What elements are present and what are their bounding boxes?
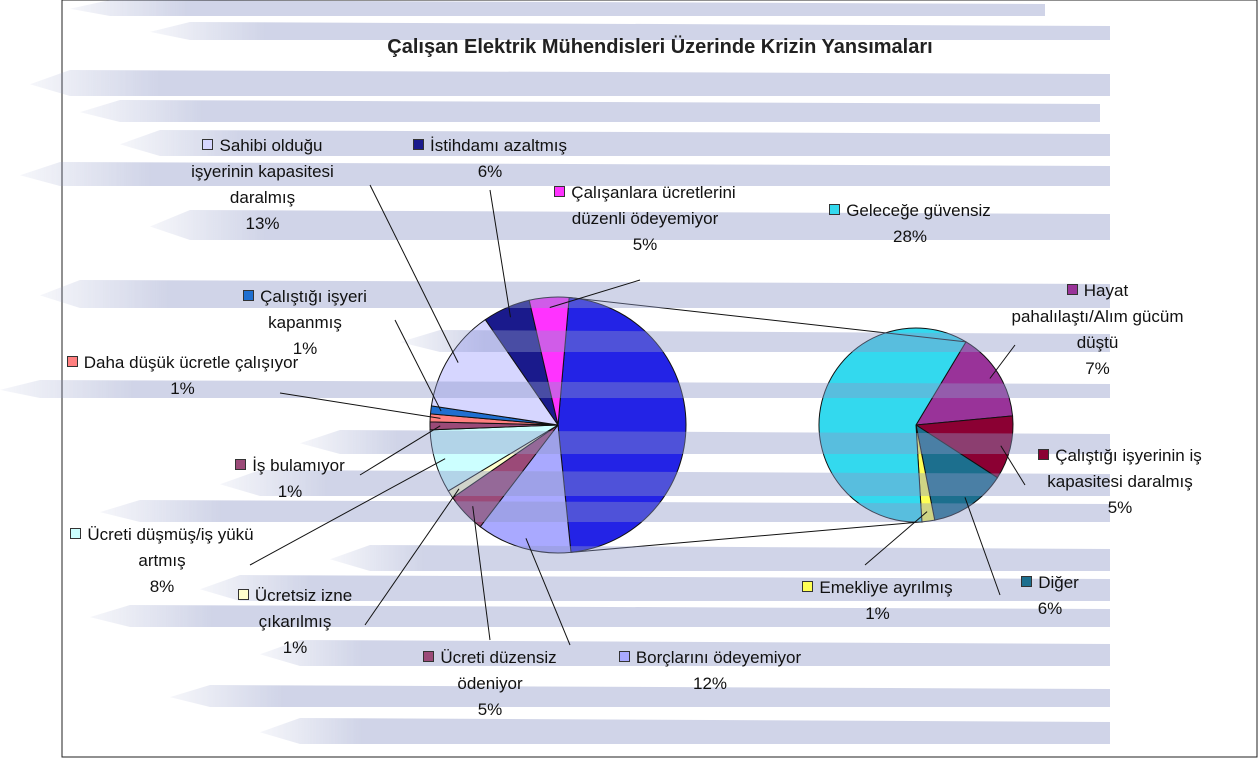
legend-key <box>66 356 78 367</box>
background-stripe <box>260 718 1110 744</box>
data-label: Borçlarını ödeyemiyor 12% <box>590 645 830 697</box>
data-label: İş bulamıyor 1% <box>205 453 375 505</box>
legend-key <box>829 204 841 215</box>
chart-title: Çalışan Elektrik Mühendisleri Üzerinde K… <box>387 36 933 58</box>
leader-line <box>279 392 441 419</box>
category-name: Diğer <box>1038 573 1079 592</box>
leader-line <box>864 511 928 566</box>
category-name: Ücretsiz izne çıkarılmış <box>254 586 353 631</box>
category-name: Çalışanlara ücretlerini düzenli ödeyemiy… <box>571 183 736 228</box>
legend-key <box>802 581 814 592</box>
data-label: Çalıştığı işyerinin iş kapasitesi daralm… <box>1020 443 1220 521</box>
background-stripe <box>120 130 1110 156</box>
background-stripe <box>100 500 1110 522</box>
leader-line <box>549 279 641 309</box>
value-label: 6% <box>477 162 503 181</box>
category-name: Çalıştığı işyerinin iş kapasitesi daralm… <box>1047 446 1202 491</box>
leader-line <box>249 458 446 566</box>
value-label: 1% <box>170 379 195 398</box>
category-name: Ücreti düşmüş/iş yükü artmış <box>87 525 254 570</box>
value-label: 5% <box>632 235 658 254</box>
legend-key <box>618 651 630 662</box>
leader-line <box>472 506 491 641</box>
leader-line <box>964 497 1001 596</box>
data-label: Ücreti düşmüş/iş yükü artmış 8% <box>62 522 262 600</box>
data-label: İstihdamı azaltmış 6% <box>380 133 600 185</box>
value-label: 13% <box>245 214 280 233</box>
leader-line <box>489 189 511 318</box>
data-label: Ücretsiz izne çıkarılmış 1% <box>215 583 375 661</box>
value-label: 28% <box>892 227 928 246</box>
legend-key <box>70 528 82 539</box>
data-label: Diğer 6% <box>990 570 1110 622</box>
legend-key <box>237 589 249 600</box>
data-label: Emekliye ayrılmış 1% <box>765 575 990 627</box>
leader-line <box>394 319 442 412</box>
category-name: Daha düşük ücretle çalışıyor <box>83 353 299 372</box>
legend-key <box>423 651 435 662</box>
background-stripe <box>70 0 1045 16</box>
background-stripe <box>200 575 1110 601</box>
legend-key <box>413 139 424 150</box>
data-label: Çalıştığı işyeri kapanmış 1% <box>210 284 400 362</box>
background-stripe <box>20 162 1110 186</box>
background-stripe <box>300 430 1110 454</box>
leader-line <box>1000 445 1026 486</box>
category-name: İstihdamı azaltmış <box>430 136 567 155</box>
category-name: Çalıştığı işyeri kapanmış <box>260 287 367 332</box>
category-name: Hayat pahalılaştı/Alım gücüm düştü <box>1011 281 1184 352</box>
value-label: 6% <box>1037 599 1063 618</box>
value-label: 1% <box>282 638 308 657</box>
leader-line <box>364 488 460 626</box>
leader-line <box>359 425 441 476</box>
value-label: 8% <box>149 577 175 596</box>
data-label: Ücreti düzensiz ödeniyor 5% <box>400 645 580 723</box>
category-name: Ücreti düzensiz ödeniyor <box>440 648 557 693</box>
background-stripe <box>80 100 1100 122</box>
legend-key <box>235 459 247 470</box>
value-label: 1% <box>865 604 890 623</box>
legend-key <box>1038 449 1050 460</box>
background-stripe <box>150 210 1110 240</box>
value-label: 5% <box>477 700 503 719</box>
background-stripe <box>330 545 1110 571</box>
background-stripe <box>400 330 1110 352</box>
background-stripe <box>0 380 1110 398</box>
category-name: Emekliye ayrılmış <box>819 578 953 597</box>
category-name: Borçlarını ödeyemiyor <box>635 648 802 667</box>
background-stripe <box>90 605 1110 627</box>
category-name: İş bulamıyor <box>252 456 345 475</box>
plot-border <box>61 0 1258 758</box>
value-label: 5% <box>1107 498 1133 517</box>
category-name: Geleceğe güvensiz <box>846 201 991 220</box>
value-label: 7% <box>1085 359 1110 378</box>
leader-line <box>369 184 459 363</box>
data-label: Geleceğe güvensiz 28% <box>820 198 1000 250</box>
background-stripe <box>40 280 1110 308</box>
value-label: 12% <box>692 674 728 693</box>
background-stripe <box>150 22 1110 40</box>
legend-key <box>1066 284 1078 295</box>
legend-key <box>202 139 214 150</box>
value-label: 1% <box>277 482 303 501</box>
data-label: Çalışanlara ücretlerini düzenli ödeyemiy… <box>530 180 760 258</box>
category-name: Sahibi olduğu işyerinin kapasitesi daral… <box>191 136 334 207</box>
background-stripe <box>170 685 1110 707</box>
leader-line <box>525 538 571 646</box>
data-label: Sahibi olduğu işyerinin kapasitesi daral… <box>170 133 355 237</box>
legend-key <box>554 186 566 197</box>
value-label: 1% <box>292 339 318 358</box>
legend-key <box>243 290 255 301</box>
data-label: Hayat pahalılaştı/Alım gücüm düştü 7% <box>1010 278 1185 382</box>
legend-key <box>1021 576 1033 587</box>
background-stripe <box>260 640 1110 666</box>
background-stripe <box>220 470 1110 496</box>
data-label: Daha düşük ücretle çalışıyor 1% <box>65 350 300 402</box>
leader-line <box>989 344 1016 379</box>
background-stripe <box>30 70 1110 96</box>
